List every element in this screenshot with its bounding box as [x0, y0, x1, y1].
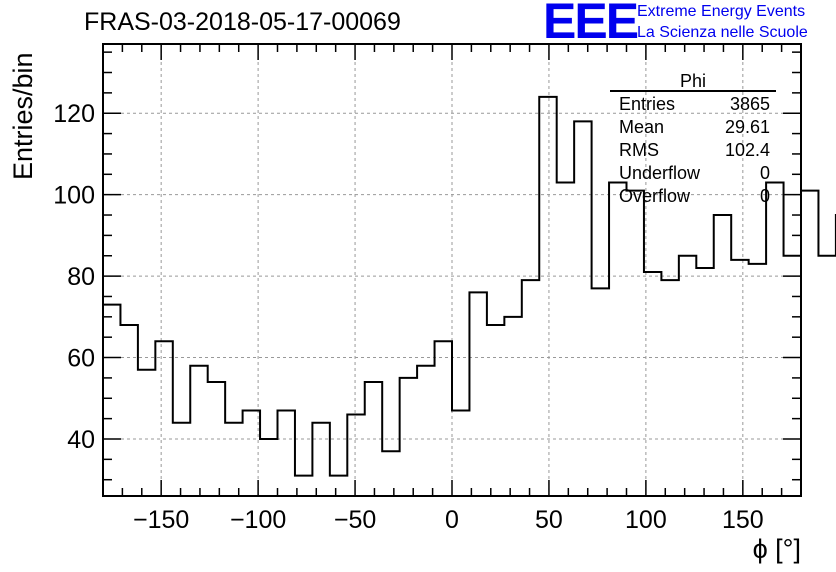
x-tick-label: 0 — [445, 506, 459, 534]
x-tick-label: −100 — [230, 506, 286, 534]
stats-title: Phi — [680, 71, 706, 91]
stats-value: 3865 — [730, 94, 770, 114]
x-tick-label: 100 — [625, 506, 667, 534]
y-axis-label: Entries/bin — [8, 52, 38, 180]
y-tick-labels: 40 60 80 100 120 — [53, 100, 95, 454]
x-tick-label: 150 — [722, 506, 764, 534]
x-axis-label: ϕ [°] — [753, 534, 801, 564]
stats-label: Entries — [619, 94, 675, 114]
stats-label: Mean — [619, 117, 664, 137]
stats-value: 0 — [760, 163, 770, 183]
y-tick-label: 80 — [67, 263, 95, 291]
stats-label: RMS — [619, 140, 659, 160]
x-tick-label: −150 — [133, 506, 189, 534]
logo-caption-line1: Extreme Energy Events — [637, 3, 806, 20]
histogram-line — [103, 95, 836, 477]
grid-lines — [103, 44, 801, 496]
y-tick-label: 40 — [67, 426, 95, 454]
logo-caption-line2: La Scienza nelle Scuole — [637, 24, 808, 41]
stats-value: 0 — [760, 186, 770, 206]
x-tick-label: −50 — [334, 506, 376, 534]
stats-value: 102.4 — [725, 140, 770, 160]
stats-label: Overflow — [619, 186, 691, 206]
x-tick-labels: −150 −100 −50 0 50 100 150 — [133, 506, 764, 534]
y-tick-label: 60 — [67, 345, 95, 373]
eee-logo: EEE — [543, 0, 639, 49]
stats-value: 29.61 — [725, 117, 770, 137]
stats-box: Phi Entries 3865 Mean 29.61 RMS 102.4 Underflo… — [610, 71, 776, 206]
stats-label: Underflow — [619, 163, 701, 183]
y-tick-label: 100 — [53, 182, 95, 210]
axis-ticks — [102, 44, 802, 496]
plot-title: FRAS-03-2018-05-17-00069 — [84, 8, 401, 36]
y-tick-label: 120 — [53, 100, 95, 128]
x-tick-label: 50 — [535, 506, 563, 534]
